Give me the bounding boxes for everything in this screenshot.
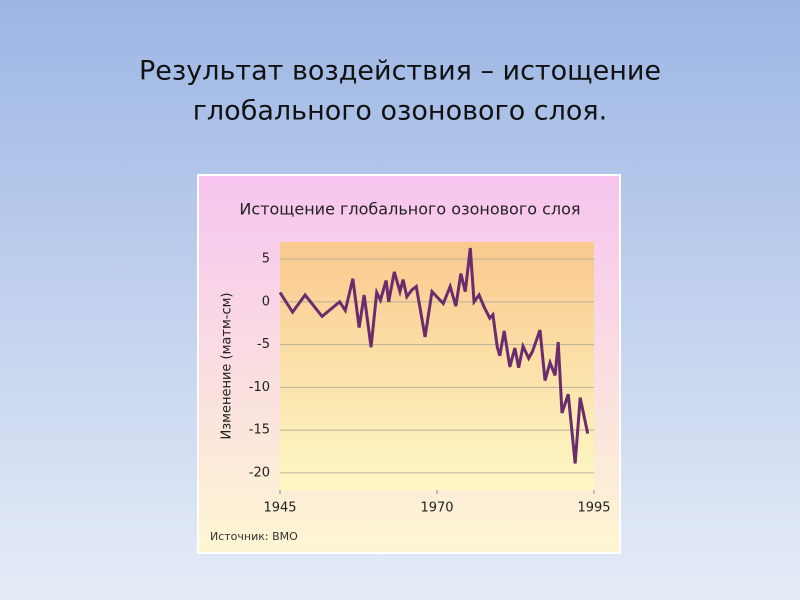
source: Источник: ВМО	[210, 530, 298, 543]
y-tick-label: 0	[262, 294, 270, 309]
data-line	[278, 247, 590, 464]
plot-layer: 5 0 -5 -10 -15 -20 1945 1970 1995	[249, 247, 611, 516]
y-tick-label: -10	[249, 380, 270, 395]
y-tick-label: 5	[262, 252, 270, 267]
slide-title: Результат воздействия – истощение	[139, 56, 661, 87]
x-tick-label: 1945	[263, 501, 296, 516]
y-tick-label: -15	[249, 423, 270, 438]
y-tick-label: -5	[257, 337, 270, 352]
y-tick-label: -20	[249, 465, 270, 480]
x-tick-label: 1995	[577, 501, 610, 516]
chart-title: Истощение глобального озонового слоя	[239, 200, 580, 219]
slide-title: глобального озонового слоя.	[193, 96, 608, 127]
y-axis-label: Изменение (матм-см)	[220, 293, 235, 440]
plot-area	[280, 242, 594, 490]
x-tick-label: 1970	[420, 501, 453, 516]
